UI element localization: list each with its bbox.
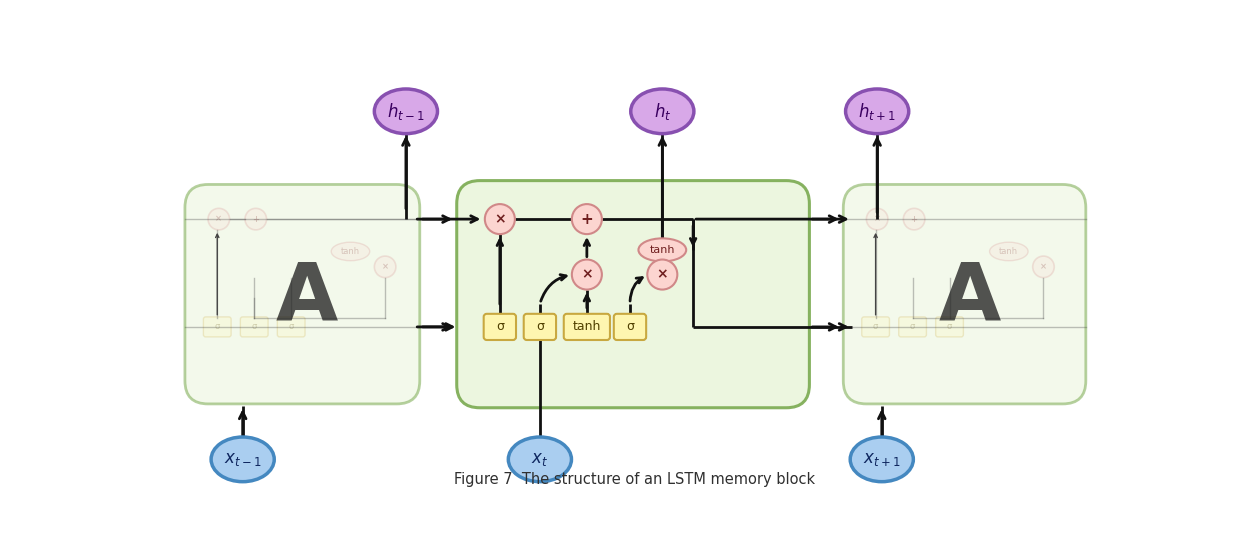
Ellipse shape [508, 437, 571, 481]
Text: $h_{t-1}$: $h_{t-1}$ [387, 101, 425, 122]
Text: σ: σ [536, 321, 544, 333]
Text: $h_t$: $h_t$ [654, 101, 672, 122]
Text: tanh: tanh [572, 321, 601, 333]
Text: A: A [276, 260, 338, 338]
FancyBboxPatch shape [278, 317, 305, 337]
Circle shape [484, 204, 515, 234]
Text: ×: × [873, 215, 881, 223]
Text: σ: σ [873, 322, 878, 332]
Text: tanh: tanh [341, 247, 361, 256]
Circle shape [903, 208, 924, 230]
Circle shape [374, 256, 396, 278]
FancyBboxPatch shape [935, 317, 964, 337]
Text: $x_{t-1}$: $x_{t-1}$ [224, 451, 261, 468]
Text: σ: σ [909, 322, 916, 332]
FancyBboxPatch shape [564, 314, 610, 340]
Text: A: A [938, 260, 1001, 338]
Text: σ: σ [626, 321, 634, 333]
Circle shape [572, 260, 602, 289]
Text: ×: × [216, 215, 222, 223]
Circle shape [1032, 256, 1054, 278]
Text: ×: × [1040, 262, 1047, 271]
Text: +: + [911, 215, 918, 223]
FancyBboxPatch shape [898, 317, 927, 337]
Ellipse shape [211, 437, 274, 481]
FancyBboxPatch shape [862, 317, 890, 337]
FancyBboxPatch shape [457, 181, 809, 408]
Text: σ: σ [214, 322, 219, 332]
FancyBboxPatch shape [524, 314, 556, 340]
Text: σ: σ [496, 321, 504, 333]
Text: σ: σ [289, 322, 294, 332]
Ellipse shape [990, 242, 1028, 261]
Text: ×: × [494, 212, 506, 226]
Text: tanh: tanh [649, 245, 675, 255]
Text: ×: × [581, 267, 592, 282]
Text: +: + [253, 215, 259, 223]
Ellipse shape [638, 238, 686, 261]
Circle shape [208, 208, 229, 230]
Text: +: + [581, 211, 593, 227]
Text: ×: × [382, 262, 389, 271]
Circle shape [647, 260, 678, 289]
Ellipse shape [631, 89, 694, 133]
FancyBboxPatch shape [613, 314, 647, 340]
Text: σ: σ [252, 322, 256, 332]
Circle shape [572, 204, 602, 234]
FancyBboxPatch shape [185, 184, 420, 404]
Ellipse shape [845, 89, 908, 133]
Text: ×: × [657, 267, 668, 282]
FancyBboxPatch shape [483, 314, 515, 340]
Ellipse shape [374, 89, 437, 133]
FancyBboxPatch shape [240, 317, 268, 337]
Text: $x_{t+1}$: $x_{t+1}$ [864, 451, 901, 468]
Text: $h_{t+1}$: $h_{t+1}$ [859, 101, 896, 122]
FancyBboxPatch shape [844, 184, 1085, 404]
Text: $x_t$: $x_t$ [532, 451, 549, 468]
Text: Figure 7  The structure of an LSTM memory block: Figure 7 The structure of an LSTM memory… [455, 472, 815, 487]
Text: tanh: tanh [1000, 247, 1018, 256]
Ellipse shape [331, 242, 369, 261]
FancyBboxPatch shape [203, 317, 232, 337]
Ellipse shape [850, 437, 913, 481]
Circle shape [245, 208, 266, 230]
Text: σ: σ [947, 322, 952, 332]
Circle shape [866, 208, 888, 230]
